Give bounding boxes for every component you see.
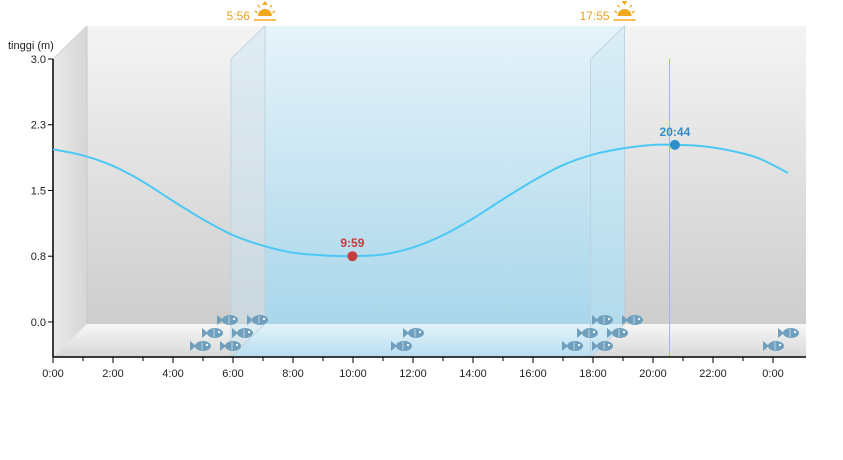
fish-icon <box>202 328 223 338</box>
fish-markers <box>190 315 799 351</box>
fish-icon <box>220 341 241 351</box>
sunrise-icon <box>253 1 276 21</box>
top-depth-edge <box>52 25 88 60</box>
x-tick-label: 14:00 <box>459 368 487 380</box>
x-tick-label: 20:00 <box>639 368 667 380</box>
x-tick-label: 6:00 <box>222 368 243 380</box>
x-tick-label: 8:00 <box>282 368 303 380</box>
sunset-icon <box>613 1 636 21</box>
fish-icon <box>391 341 412 351</box>
x-tick-label: 0:00 <box>42 368 63 380</box>
chart-axes: 0.0 0.8 1.5 2.3 3.0 0:00 2:00 4:00 6:00 8:00 10:00… <box>31 54 806 380</box>
x-tick-label: 12:00 <box>399 368 427 380</box>
x-tick-label: 4:00 <box>162 368 183 380</box>
extreme-label: 20:44 <box>660 125 691 139</box>
fish-icon <box>232 328 253 338</box>
chart-series <box>52 139 789 262</box>
daylight-left-plane <box>230 25 266 358</box>
y-axis-label: tinggi (m) <box>8 40 54 52</box>
y-tick-label: 1.5 <box>31 185 46 197</box>
fish-icon <box>763 341 784 351</box>
left-wall <box>53 26 87 357</box>
y-tick-label: 2.3 <box>31 120 46 132</box>
extreme-label: 9:59 <box>340 236 364 250</box>
fish-icon <box>778 328 799 338</box>
fish-icon <box>622 315 643 325</box>
extreme-point <box>669 139 680 150</box>
x-tick-label: 2:00 <box>102 368 123 380</box>
y-tick-label: 0.0 <box>31 317 46 329</box>
extreme-point <box>347 251 358 262</box>
daylight-right-plane <box>590 25 625 358</box>
chart-labels: 9:59 20:44 5:56 17:55 <box>227 1 691 250</box>
fish-icon <box>592 315 613 325</box>
y-tick-label: 3.0 <box>31 54 46 66</box>
sunrise-time-label: 5:56 <box>227 9 251 23</box>
fish-icon <box>190 341 211 351</box>
fish-icon <box>607 328 628 338</box>
fish-icon <box>592 341 613 351</box>
fish-icon <box>217 315 238 325</box>
x-tick-label: 16:00 <box>519 368 547 380</box>
daylight-back <box>264 26 625 324</box>
fish-icon <box>562 341 583 351</box>
x-tick-label: 0:00 <box>762 368 783 380</box>
x-tick-label: 10:00 <box>339 368 367 380</box>
x-tick-label: 18:00 <box>579 368 607 380</box>
fish-icon <box>247 315 268 325</box>
x-tick-label: 22:00 <box>699 368 727 380</box>
y-tick-label: 0.8 <box>31 251 46 263</box>
chart-background <box>52 25 806 358</box>
daylight-floor <box>230 324 625 357</box>
fish-icon <box>577 328 598 338</box>
sunset-time-label: 17:55 <box>580 9 610 23</box>
fish-icon <box>403 328 424 338</box>
